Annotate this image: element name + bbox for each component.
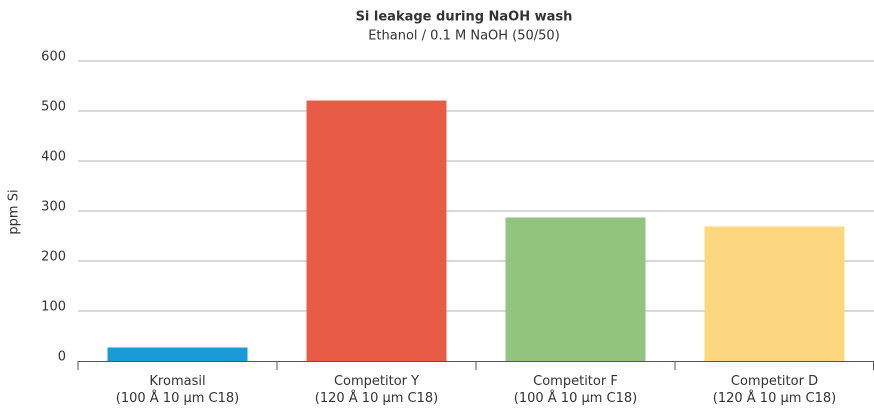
x-tick-label-line: Competitor F	[533, 374, 618, 389]
x-tick-label-line: Kromasil	[149, 374, 205, 389]
chart-title: Si leakage during NaOH wash	[356, 10, 573, 25]
bar	[505, 217, 646, 361]
x-tick-label: Kromasil (100 Å 10 µm C18)	[116, 374, 239, 406]
y-tick-label: 0	[58, 350, 66, 365]
bar	[107, 347, 248, 361]
x-tick-label-line: Competitor Y	[334, 374, 419, 389]
y-tick-label: 600	[41, 50, 66, 65]
y-axis-label: ppm Si	[7, 189, 22, 234]
x-tick-label-line: (100 Å 10 µm C18)	[116, 390, 239, 406]
y-tick-label: 400	[41, 150, 66, 165]
bar	[306, 100, 447, 361]
chart-subtitle: Ethanol / 0.1 M NaOH (50/50)	[368, 29, 560, 44]
x-tick-label-line: Competitor D	[731, 374, 818, 389]
x-tick-label-line: (100 Å 10 µm C18)	[514, 390, 637, 406]
bar	[704, 226, 845, 361]
x-tick-label-line: (120 Å 10 µm C18)	[713, 390, 836, 406]
y-tick-label: 200	[41, 250, 66, 265]
x-tick-label: Competitor D (120 Å 10 µm C18)	[713, 374, 836, 406]
y-tick-label: 100	[41, 300, 66, 315]
x-tick-label-line: (120 Å 10 µm C18)	[315, 390, 438, 406]
y-tick-label: 500	[41, 100, 66, 115]
x-tick-label: Competitor Y (120 Å 10 µm C18)	[315, 374, 438, 406]
y-tick-label: 300	[41, 200, 66, 215]
x-tick-label: Competitor F (100 Å 10 µm C18)	[514, 374, 637, 406]
